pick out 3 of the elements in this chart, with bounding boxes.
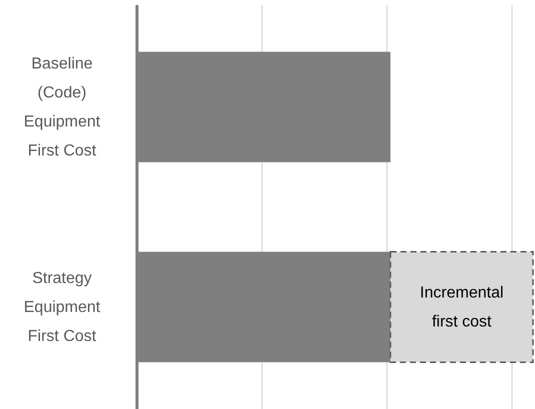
series-label: Incremental first cost — [420, 284, 504, 330]
y-tick-label: Strategy Equipment First Cost — [24, 270, 101, 344]
y-tick-label: Baseline (Code) Equipment First Cost — [24, 55, 101, 159]
